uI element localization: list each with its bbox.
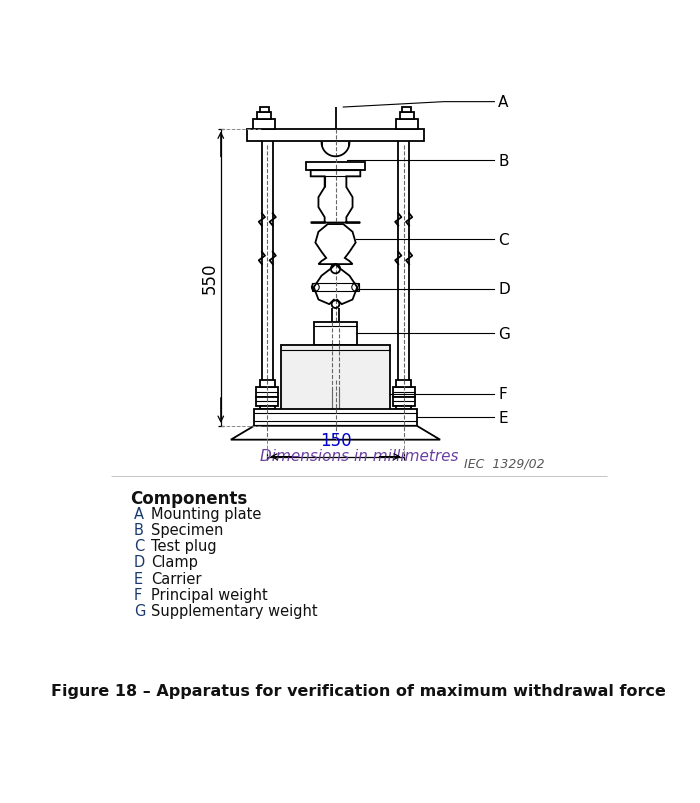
Bar bbox=[393, 388, 414, 397]
Bar bbox=[396, 120, 418, 129]
Text: IEC  1329/02: IEC 1329/02 bbox=[464, 457, 545, 470]
Text: G: G bbox=[134, 603, 146, 618]
Text: A: A bbox=[498, 95, 509, 110]
Bar bbox=[254, 410, 417, 426]
Text: E: E bbox=[498, 410, 508, 426]
Bar bbox=[396, 406, 412, 410]
Text: E: E bbox=[134, 571, 143, 586]
Text: C: C bbox=[134, 539, 144, 553]
Polygon shape bbox=[231, 426, 440, 440]
Text: D: D bbox=[134, 555, 146, 569]
Text: A: A bbox=[134, 506, 144, 521]
Text: F: F bbox=[134, 587, 142, 602]
Bar bbox=[257, 113, 271, 120]
Text: Supplementary weight: Supplementary weight bbox=[151, 603, 318, 618]
Text: Dimensions in millimetres: Dimensions in millimetres bbox=[260, 449, 458, 464]
Bar bbox=[281, 345, 390, 434]
Text: 550: 550 bbox=[201, 262, 219, 294]
Bar bbox=[402, 108, 412, 113]
Polygon shape bbox=[315, 225, 356, 265]
Text: G: G bbox=[498, 327, 510, 341]
Text: Figure 18 – Apparatus for verification of maximum withdrawal force: Figure 18 – Apparatus for verification o… bbox=[51, 683, 666, 698]
Bar bbox=[396, 380, 412, 388]
Text: Mounting plate: Mounting plate bbox=[151, 506, 261, 521]
Text: Carrier: Carrier bbox=[151, 571, 202, 586]
Bar bbox=[260, 108, 269, 113]
Text: Specimen: Specimen bbox=[151, 523, 223, 537]
Text: Components: Components bbox=[130, 489, 247, 507]
Bar bbox=[314, 323, 357, 345]
Polygon shape bbox=[311, 171, 360, 223]
Text: D: D bbox=[498, 282, 510, 297]
Text: 150: 150 bbox=[320, 431, 351, 450]
Bar bbox=[260, 380, 275, 388]
Text: Clamp: Clamp bbox=[151, 555, 198, 569]
Text: Principal weight: Principal weight bbox=[151, 587, 268, 602]
Bar bbox=[247, 129, 424, 142]
Bar bbox=[256, 397, 278, 406]
Text: B: B bbox=[498, 153, 509, 169]
Bar bbox=[260, 406, 275, 410]
Text: B: B bbox=[134, 523, 144, 537]
Bar bbox=[400, 113, 414, 120]
Bar bbox=[253, 120, 275, 129]
Bar bbox=[393, 397, 414, 406]
Bar bbox=[256, 388, 278, 397]
Bar bbox=[306, 163, 365, 171]
Text: Test plug: Test plug bbox=[151, 539, 217, 553]
Polygon shape bbox=[312, 284, 358, 291]
Text: F: F bbox=[498, 387, 507, 402]
Text: C: C bbox=[498, 233, 509, 247]
